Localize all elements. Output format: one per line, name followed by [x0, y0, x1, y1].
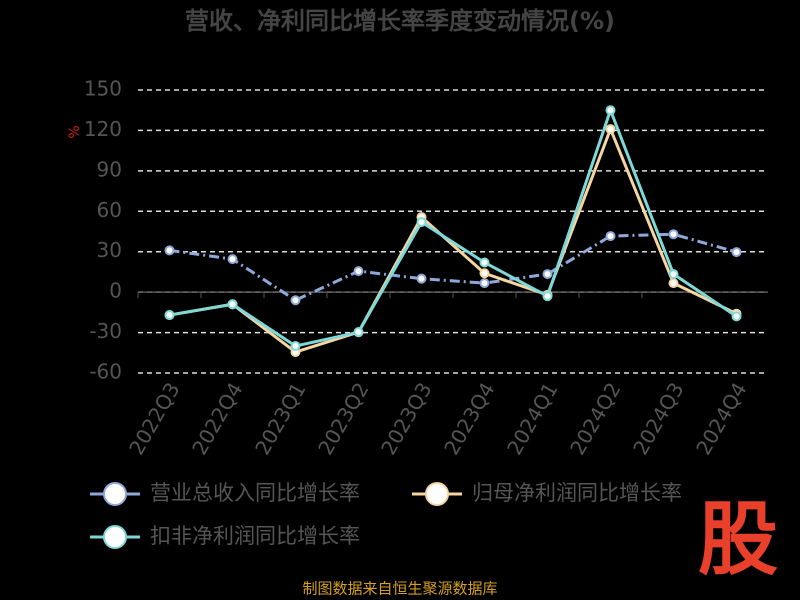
y-tick-label: 90: [97, 157, 122, 181]
data-point: [164, 310, 175, 321]
data-point: [605, 231, 616, 242]
data-point: [416, 273, 427, 284]
y-tick-label: 30: [97, 238, 122, 262]
data-point: [731, 311, 742, 322]
data-point: [227, 254, 238, 265]
data-point: [227, 299, 238, 310]
y-unit: %: [67, 125, 83, 138]
data-point: [164, 245, 175, 256]
data-point: [731, 247, 742, 258]
y-tick-label: 150: [84, 77, 122, 101]
data-point: [290, 341, 301, 352]
legend-marker: [103, 525, 127, 549]
data-point: [668, 278, 679, 289]
data-point: [353, 266, 364, 277]
legend-marker: [103, 482, 127, 506]
data-point: [353, 327, 364, 338]
series-line: [169, 232, 737, 302]
y-tick-label: 0: [109, 279, 122, 303]
series-line: [169, 124, 738, 354]
y-tick-label: 60: [97, 198, 122, 222]
data-point: [668, 229, 679, 240]
data-point: [479, 257, 490, 268]
series-line: [169, 105, 738, 348]
data-point: [605, 124, 616, 135]
data-point: [542, 291, 553, 302]
y-tick-label: -30: [89, 319, 122, 343]
legend-label: 归母净利润同比增长率: [472, 481, 682, 505]
data-point: [479, 278, 490, 289]
legend-label: 营业总收入同比增长率: [150, 481, 360, 505]
y-tick-label: 120: [84, 117, 122, 141]
legend-marker: [425, 482, 449, 506]
y-tick-label: -60: [89, 360, 122, 384]
data-point: [605, 105, 616, 116]
source: 制图数据来自恒生聚源数据库: [302, 580, 497, 598]
data-point: [416, 217, 427, 228]
chart-title: 营收、净利同比增长率季度变动情况(%): [185, 7, 615, 35]
watermark: 股: [698, 493, 778, 586]
data-point: [479, 268, 490, 279]
data-point: [668, 269, 679, 280]
data-point: [542, 269, 553, 280]
legend-label: 扣非净利润同比增长率: [150, 524, 360, 548]
data-point: [290, 295, 301, 306]
